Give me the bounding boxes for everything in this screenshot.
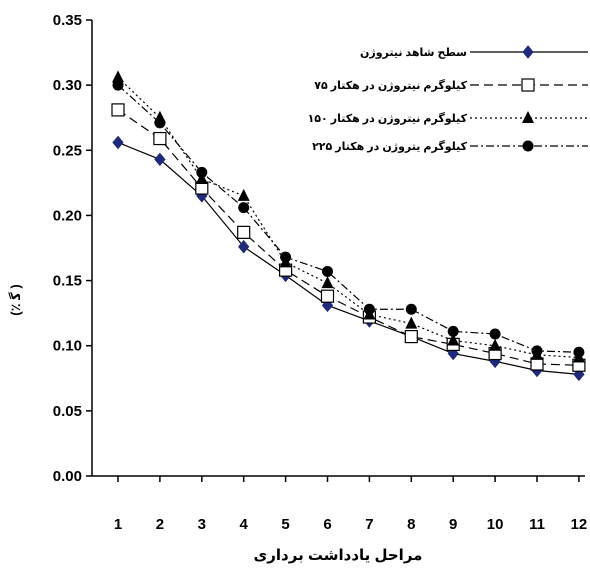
data-point-series-1 <box>154 152 166 167</box>
legend-item: کيلوگرم نيتروژن در هکتار ۷۵ <box>314 78 588 92</box>
data-point-series-2 <box>111 103 125 117</box>
x-tick-label: 7 <box>365 516 373 533</box>
data-point-series-3 <box>237 188 250 201</box>
data-point-series-1 <box>238 239 250 254</box>
y-axis: 0.00 0.05 0.10 0.15 0.20 0.25 0.30 0.35 <box>53 12 93 485</box>
data-point-series-1 <box>573 367 585 382</box>
legend-item: کيلوگرم نيتروژن در هکتار ۱۵۰ <box>308 111 588 125</box>
data-point-series-4 <box>322 265 333 277</box>
data-point-series-4 <box>531 345 543 357</box>
series-line-4 <box>117 84 579 353</box>
y-tick-label: 0.25 <box>53 142 82 159</box>
legend: سطح شاهد نيتروژن کيلوگرم نيتروژن در هکتار… <box>308 45 588 153</box>
data-point-series-3 <box>321 276 334 289</box>
data-point-series-4 <box>238 202 250 214</box>
x-tick-label: 2 <box>156 516 164 533</box>
legend-label: کيلوگرم نيتروژن در هکتار ۷۵ <box>314 79 467 92</box>
data-point-series-4 <box>112 79 124 91</box>
legend-label: سطح شاهد نيتروژن <box>360 47 467 59</box>
legend-marker <box>522 111 534 123</box>
x-tick-label: 6 <box>323 516 331 533</box>
data-point-series-4 <box>489 328 501 340</box>
legend-marker <box>521 78 535 92</box>
data-point-series-1 <box>447 346 459 361</box>
data-point-series-1 <box>112 135 124 150</box>
legend-label: کيلوگرم يتروژن در هکتار ۲۲۵ <box>312 140 468 153</box>
x-tick-label: 3 <box>198 516 206 533</box>
x-tick-label: 8 <box>407 516 415 533</box>
series-line-1 <box>117 141 579 375</box>
x-tick-label: 10 <box>487 516 504 533</box>
x-tick-label: 4 <box>240 516 249 533</box>
x-tick-label: 11 <box>529 516 545 533</box>
legend-label: کيلوگرم نيتروژن در هکتار ۱۵۰ <box>308 112 468 125</box>
series-line-2 <box>117 109 579 366</box>
data-point-series-4 <box>405 303 417 315</box>
legend-item: سطح شاهد نيتروژن <box>360 45 588 59</box>
series-line-3 <box>117 76 579 359</box>
data-point-series-2 <box>237 225 251 239</box>
data-point-series-2 <box>320 289 335 303</box>
data-point-series-4 <box>280 251 292 263</box>
x-axis-label: مراحل يادداشت برداری <box>254 547 423 564</box>
x-tick-label: 12 <box>571 516 588 533</box>
data-point-series-4 <box>154 117 166 129</box>
series-lines <box>117 76 579 375</box>
data-point-series-3 <box>195 171 208 184</box>
data-point-series-4 <box>196 166 208 178</box>
data-point-series-3 <box>112 70 124 83</box>
data-point-series-3 <box>489 338 502 351</box>
x-tick-label: 9 <box>449 516 457 533</box>
y-axis-label: (٪ ﮔ ) <box>8 284 23 315</box>
y-tick-label: 0.30 <box>53 77 82 94</box>
data-point-series-3 <box>447 333 460 346</box>
data-point-series-3 <box>405 316 418 329</box>
data-point-series-4 <box>573 346 585 358</box>
y-tick-label: 0.15 <box>53 273 82 290</box>
x-axis: 1 2 3 4 5 6 7 8 9 10 11 12 <box>92 475 588 533</box>
y-tick-label: 0.00 <box>53 468 82 485</box>
legend-marker <box>522 45 534 59</box>
legend-marker <box>522 140 534 152</box>
data-point-series-4 <box>447 325 459 337</box>
y-tick-label: 0.05 <box>53 403 82 420</box>
x-tick-label: 5 <box>281 516 289 533</box>
legend-item: کيلوگرم يتروژن در هکتار ۲۲۵ <box>312 140 588 153</box>
data-point-series-4 <box>363 303 375 315</box>
data-point-series-2 <box>153 131 167 146</box>
series-markers <box>111 70 586 382</box>
x-tick-label: 1 <box>114 516 122 533</box>
y-tick-label: 0.35 <box>53 12 82 29</box>
y-tick-label: 0.20 <box>53 207 82 224</box>
data-point-series-2 <box>404 329 418 344</box>
y-tick-label: 0.10 <box>53 338 82 355</box>
